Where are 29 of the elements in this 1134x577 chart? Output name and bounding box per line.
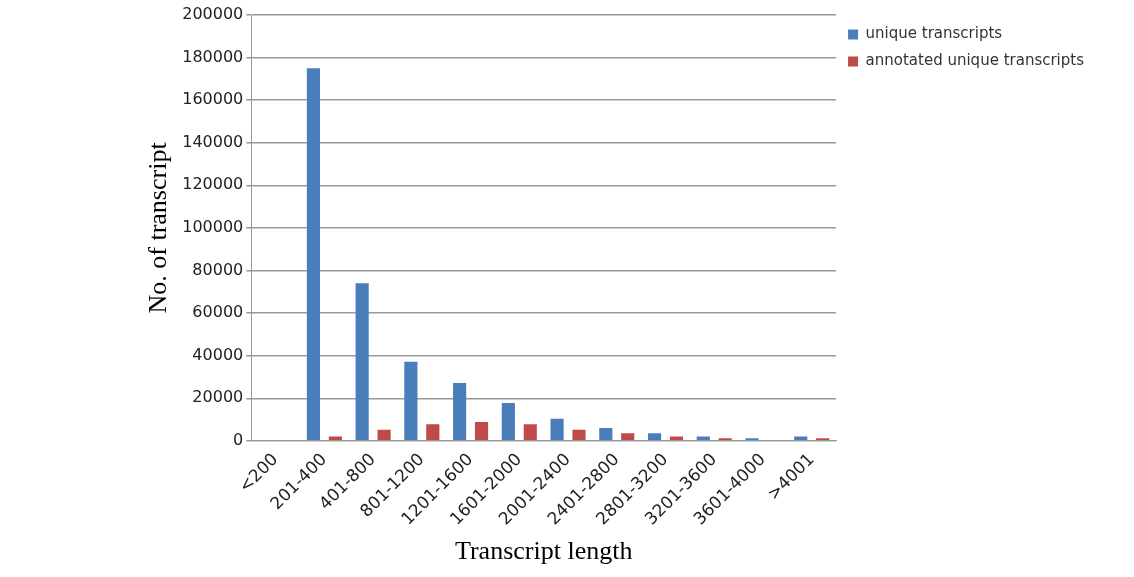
y-tick-label: 160000 — [182, 89, 244, 109]
bar — [306, 68, 320, 441]
bar — [501, 402, 515, 441]
legend-label: unique transcripts — [865, 24, 1003, 43]
y-axis-title: No. of transcript — [143, 141, 173, 314]
y-tick-label: 60000 — [192, 302, 244, 322]
y-tick-label: 40000 — [192, 344, 244, 364]
y-tick-label: 140000 — [182, 131, 244, 151]
bar — [647, 433, 662, 441]
x-axis-title: Transcript length — [454, 536, 633, 566]
bar — [404, 361, 418, 441]
bar — [453, 382, 467, 441]
y-tick-label: 100000 — [182, 217, 244, 237]
bar — [377, 429, 391, 441]
y-tick-label: 0 — [233, 430, 244, 450]
bar — [572, 429, 586, 441]
bar — [426, 424, 440, 441]
legend-label: annotated unique transcripts — [865, 51, 1085, 70]
y-tick-label: 20000 — [192, 387, 244, 407]
bar — [523, 424, 537, 441]
y-tick-label: 180000 — [182, 46, 244, 66]
y-tick-label: 80000 — [192, 259, 244, 279]
bar — [355, 283, 369, 441]
bar — [621, 433, 635, 441]
y-tick-label: 120000 — [182, 174, 244, 194]
bar — [599, 428, 613, 441]
bar — [550, 418, 564, 441]
bar — [474, 422, 489, 441]
y-tick-label: 200000 — [182, 4, 244, 24]
